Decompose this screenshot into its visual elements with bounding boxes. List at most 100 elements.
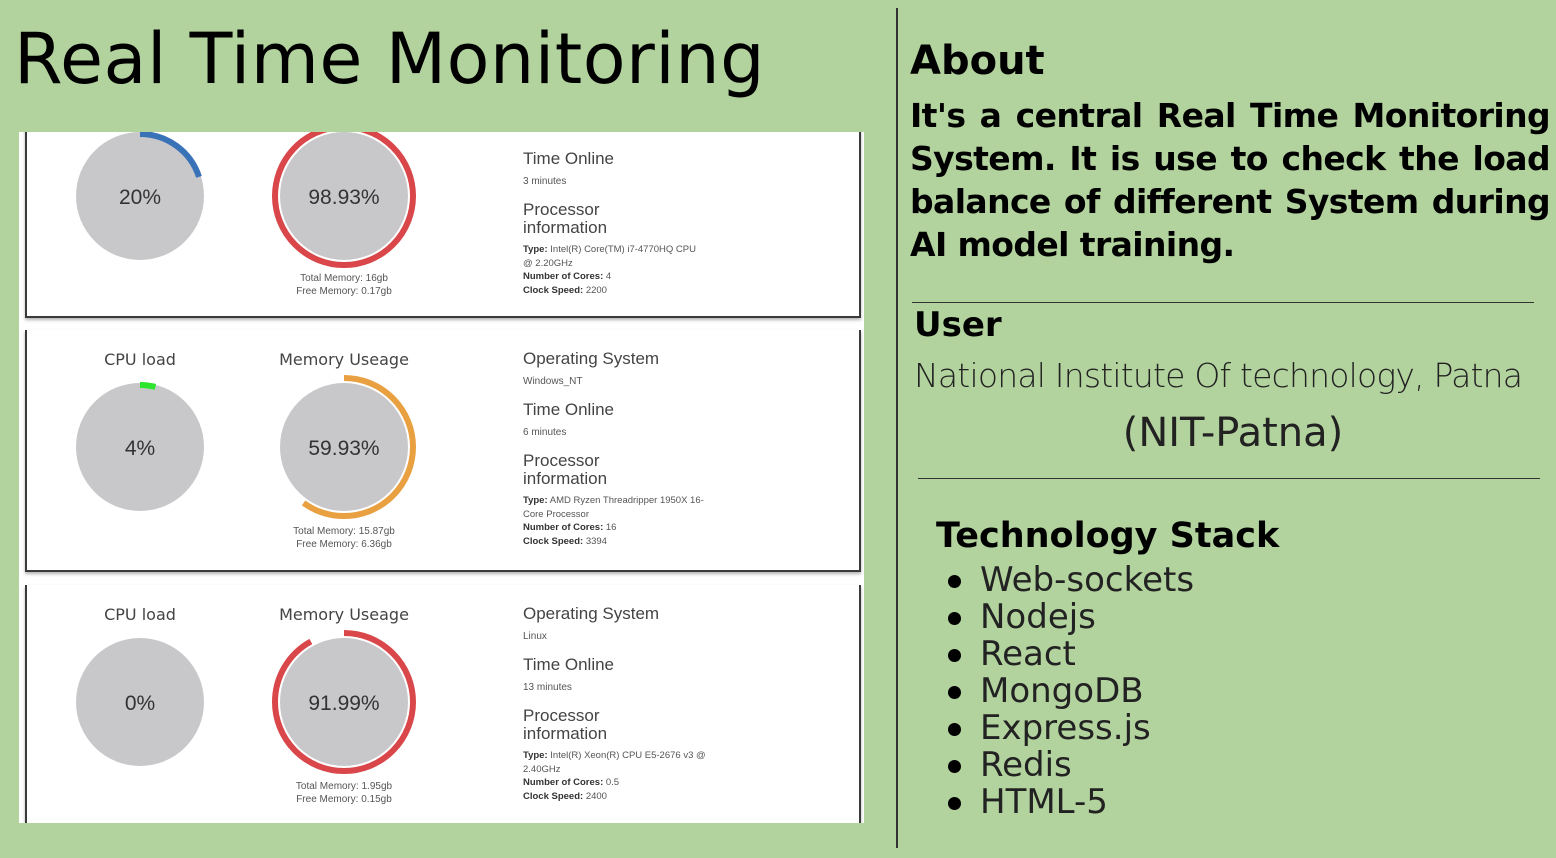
tech-item-label: HTML-5	[980, 782, 1108, 822]
tech-item: React	[948, 634, 1194, 674]
memory-gauge: 59.93%	[272, 375, 416, 519]
gauge-background	[280, 638, 408, 766]
cpu-gauge: 4%	[75, 382, 205, 512]
monitoring-screenshot: Total Memory: 16gb Free Memory: 0.17gb T…	[19, 132, 864, 823]
free-memory: Free Memory: 6.36gb	[296, 539, 392, 550]
free-memory: Free Memory: 0.17gb	[296, 286, 392, 297]
processor-details: Type: Intel(R) Core(TM) i7-4770HQ CPU @ …	[523, 243, 708, 297]
clock-value: 3394	[585, 535, 607, 547]
tech-item-label: Redis	[980, 745, 1072, 785]
processor-label: Processor information	[523, 706, 608, 743]
tech-item-label: React	[980, 634, 1076, 674]
gauge-background	[76, 383, 204, 511]
vertical-divider	[896, 8, 898, 848]
cores-value: 16	[605, 522, 617, 533]
cores-value: 0.5	[605, 777, 620, 788]
clock-value: 2200	[585, 284, 607, 296]
clock-label: Clock Speed:	[523, 790, 584, 802]
processor-details: Type: Intel(R) Xeon(R) CPU E5-2676 v3 @ …	[523, 749, 708, 803]
tech-stack-list: Web-sockets Nodejs React MongoDB Express.js R…	[948, 560, 1195, 822]
memory-usage-label: Memory Useage	[279, 350, 409, 369]
page-title: Real Time Monitoring	[14, 18, 766, 100]
bullet-icon	[948, 612, 961, 625]
os-value: Windows_NT	[523, 376, 583, 387]
cpu-load-label: CPU load	[104, 350, 176, 369]
cpu-gauge: 20%	[75, 132, 205, 261]
gauge-value: 98.93%	[308, 186, 379, 209]
memory-details: Total Memory: 16gb Free Memory: 0.17gb	[244, 272, 444, 298]
total-memory: Total Memory: 15.87gb	[293, 526, 395, 537]
type-value: AMD Ryzen Threadripper 1950X 16-Core Pro…	[523, 495, 704, 520]
about-heading: About	[910, 38, 1045, 84]
gauge-background	[280, 383, 408, 511]
gauge-value: 0%	[125, 692, 155, 715]
gauge-background	[280, 132, 408, 260]
system-info: Operating System Linux Time Online 13 mi…	[523, 605, 708, 803]
memory-usage-label: Memory Useage	[279, 605, 409, 624]
machine-card: Total Memory: 16gb Free Memory: 0.17gb T…	[25, 132, 861, 318]
type-label: Type:	[523, 495, 548, 506]
memory-details: Total Memory: 1.95gb Free Memory: 0.15gb	[244, 780, 444, 806]
type-label: Type:	[523, 750, 548, 761]
tech-item: Redis	[948, 745, 1194, 785]
bullet-icon	[948, 797, 961, 810]
gauge-arc	[272, 132, 416, 268]
tech-item-label: Express.js	[980, 708, 1151, 748]
free-memory: Free Memory: 0.15gb	[296, 794, 392, 805]
gauge-arc	[75, 382, 205, 512]
memory-gauge: 91.99%	[272, 630, 416, 774]
time-online-value: 3 minutes	[523, 176, 567, 187]
bullet-icon	[948, 723, 961, 736]
gauge-background	[76, 638, 204, 766]
bullet-icon	[948, 649, 961, 662]
cores-value: 4	[605, 271, 612, 282]
memory-details: Total Memory: 15.87gb Free Memory: 6.36g…	[244, 525, 444, 551]
total-memory: Total Memory: 1.95gb	[295, 781, 393, 792]
gauge-arc	[272, 630, 416, 774]
clock-label: Clock Speed:	[523, 284, 584, 296]
gauge-value: 20%	[119, 186, 161, 209]
gauge-arc	[272, 375, 416, 519]
type-value: Intel(R) Xeon(R) CPU E5-2676 v3 @ 2.40GH…	[523, 750, 706, 775]
about-text: It's a central Real Time Monitoring Syst…	[910, 96, 1551, 264]
gauge-value: 4%	[125, 437, 155, 460]
type-label: Type:	[523, 244, 548, 255]
tech-stack-heading: Technology Stack	[936, 516, 1280, 556]
memory-gauge: 98.93%	[272, 132, 416, 268]
os-label: Operating System	[523, 349, 660, 368]
gauge-background	[76, 132, 204, 260]
time-online-value: 6 minutes	[523, 427, 567, 438]
processor-label: Processor information	[523, 200, 608, 237]
total-memory: Total Memory: 16gb	[300, 273, 388, 284]
tech-item: HTML-5	[948, 782, 1194, 822]
user-abbreviation: (NIT-Patna)	[1122, 410, 1344, 456]
cores-label: Number of Cores:	[523, 777, 604, 788]
gauge-value: 91.99%	[308, 692, 379, 715]
tech-item: MongoDB	[948, 671, 1194, 711]
machine-card: CPU load Memory Useage Total Memory: 1.9…	[25, 585, 861, 823]
clock-label: Clock Speed:	[523, 535, 584, 547]
gauge-arc	[75, 132, 205, 261]
type-value: Intel(R) Core(TM) i7-4770HQ CPU @ 2.20GH…	[523, 244, 696, 269]
user-heading: User	[914, 305, 1002, 345]
system-info: Time Online 3 minutes Processor informat…	[523, 150, 708, 297]
os-label: Operating System	[523, 604, 660, 623]
user-name: National Institute Of technology, Patna	[914, 356, 1523, 395]
cores-label: Number of Cores:	[523, 271, 604, 282]
tech-item-label: MongoDB	[980, 671, 1144, 711]
divider	[912, 302, 1534, 303]
bullet-icon	[948, 575, 961, 588]
tech-item-label: Nodejs	[980, 597, 1096, 637]
os-value: Linux	[523, 631, 547, 642]
bullet-icon	[948, 760, 961, 773]
gauge-value: 59.93%	[308, 437, 379, 460]
tech-item: Web-sockets	[948, 560, 1195, 600]
processor-label: Processor information	[523, 451, 608, 488]
cores-label: Number of Cores:	[523, 522, 604, 533]
cpu-load-label: CPU load	[104, 605, 176, 624]
divider	[918, 478, 1540, 479]
tech-item: Express.js	[948, 708, 1194, 748]
processor-details: Type: AMD Ryzen Threadripper 1950X 16-Co…	[523, 494, 708, 548]
tech-item-label: Web-sockets	[980, 560, 1195, 600]
time-online-value: 13 minutes	[523, 682, 572, 693]
